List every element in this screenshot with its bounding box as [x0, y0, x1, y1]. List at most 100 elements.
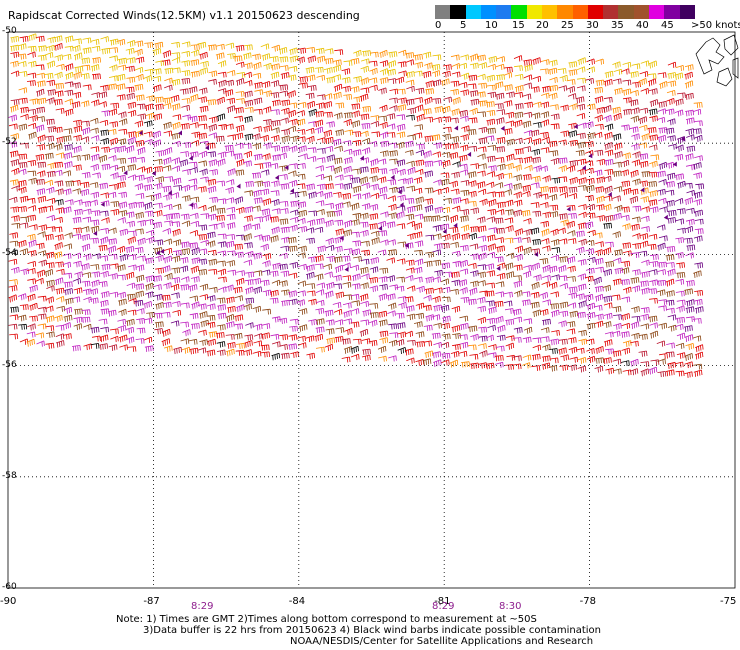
- wind-barb: [200, 239, 209, 247]
- wind-barb: [605, 348, 615, 355]
- wind-barb: [325, 219, 334, 228]
- wind-barb: [280, 145, 290, 153]
- wind-barb: [207, 99, 217, 106]
- wind-barb: [316, 157, 326, 164]
- wind-barb: [631, 306, 640, 313]
- wind-barb: [117, 325, 127, 332]
- wind-barb: [254, 163, 264, 170]
- legend-tick-labels: 0 5 10 15 20 25 30 35 40 45 >50 knots: [435, 20, 740, 32]
- wind-barb: [695, 183, 705, 190]
- wind-barb: [630, 321, 640, 330]
- wind-barb: [388, 355, 397, 362]
- wind-barb: [236, 98, 245, 104]
- wind-barb: [459, 144, 469, 152]
- wind-barb: [217, 60, 227, 68]
- wind-barb: [514, 91, 523, 98]
- wind-barb: [306, 264, 315, 272]
- wind-barb: [359, 267, 369, 274]
- wind-barb: [441, 352, 451, 360]
- wind-barb: [90, 127, 99, 134]
- wind-barb: [604, 215, 614, 222]
- wind-barb: [91, 92, 101, 99]
- wind-barb: [370, 183, 379, 191]
- wind-barb: [107, 128, 117, 135]
- wind-barb: [251, 172, 261, 179]
- wind-barb: [677, 227, 686, 234]
- wind-barb: [161, 311, 171, 318]
- wind-barb: [200, 60, 209, 68]
- wind-barb: [99, 343, 108, 350]
- wind-barb: [170, 192, 180, 199]
- wind-barb: [36, 179, 45, 186]
- wind-barb: [550, 303, 560, 310]
- wind-barb: [521, 291, 531, 298]
- wind-barb: [326, 256, 336, 263]
- wind-barb: [450, 80, 460, 87]
- wind-barb: [10, 266, 20, 274]
- wind-barb: [539, 308, 549, 316]
- wind-barb: [632, 81, 641, 88]
- wind-barb: [226, 206, 236, 213]
- wind-barb: [37, 97, 47, 105]
- wind-barb: [37, 161, 47, 168]
- wind-barb: [289, 224, 298, 232]
- wind-barb: [495, 316, 504, 324]
- wind-barb: [684, 64, 694, 71]
- wind-barb: [73, 260, 82, 268]
- wind-barb: [603, 268, 612, 277]
- wind-barb: [260, 188, 270, 196]
- wind-barb: [458, 334, 468, 340]
- wind-barb: [235, 78, 245, 86]
- wind-barb: [656, 170, 666, 178]
- wind-barb: [315, 318, 325, 326]
- wind-barb: [62, 188, 72, 196]
- wind-barb: [369, 67, 378, 75]
- wind-barb: [190, 323, 200, 330]
- wind-barb: [10, 206, 19, 213]
- wind-barb: [513, 316, 523, 323]
- wind-barb: [378, 293, 388, 301]
- wind-barb: [288, 290, 297, 298]
- wind-barb: [539, 258, 549, 265]
- wind-barb: [46, 226, 56, 233]
- wind-barb: [56, 305, 66, 312]
- wind-barb: [182, 142, 192, 149]
- wind-barb: [143, 184, 153, 191]
- wind-barb: [64, 297, 74, 305]
- wind-barb: [542, 211, 551, 219]
- wind-barb: [667, 268, 676, 277]
- wind-barb: [449, 180, 458, 188]
- wind-barb: [566, 256, 576, 264]
- wind-barb: [208, 116, 218, 124]
- wind-barb: [494, 81, 504, 89]
- wind-barb: [647, 78, 657, 87]
- wind-flag: [442, 228, 447, 234]
- wind-barb: [262, 214, 271, 222]
- wind-barb: [433, 243, 443, 250]
- wind-barb: [396, 258, 406, 265]
- wind-barb: [567, 213, 577, 219]
- wind-barb: [461, 233, 470, 241]
- wind-barb: [450, 54, 460, 61]
- wind-barb: [458, 279, 468, 287]
- wind-barb: [110, 335, 119, 343]
- wind-barb: [602, 321, 612, 328]
- wind-barb: [289, 209, 299, 216]
- wind-barb: [415, 143, 425, 150]
- wind-barb: [405, 79, 415, 86]
- wind-barb: [379, 267, 389, 274]
- wind-barb: [37, 54, 47, 61]
- wind-barb: [296, 136, 306, 143]
- wind-barb: [496, 163, 506, 171]
- wind-barb: [514, 228, 523, 237]
- wind-barb: [569, 356, 578, 363]
- wind-barb: [197, 186, 207, 193]
- legend-swatch: [435, 5, 451, 19]
- wind-barb: [332, 64, 342, 73]
- wind-barb: [53, 251, 63, 259]
- wind-barb: [576, 113, 586, 120]
- wind-barb: [35, 124, 45, 133]
- wind-barb: [281, 299, 290, 307]
- wind-barb: [209, 169, 218, 176]
- wind-flag: [188, 155, 193, 161]
